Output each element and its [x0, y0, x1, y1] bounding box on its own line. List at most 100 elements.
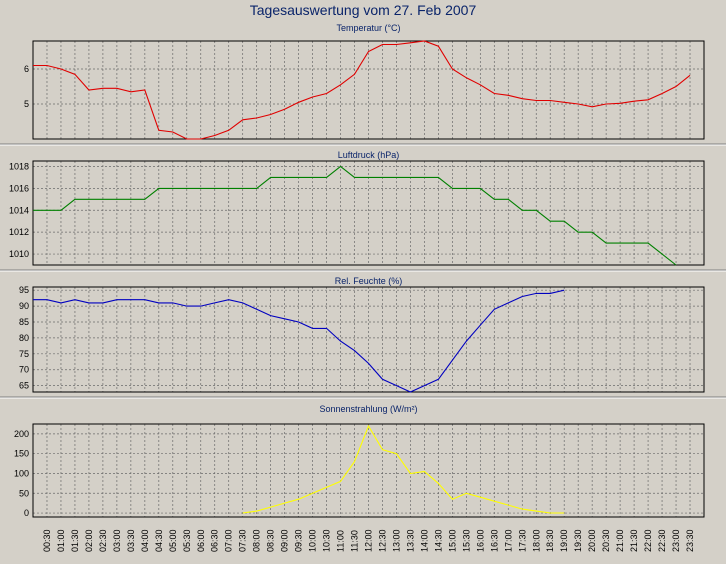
panel-title: Rel. Feuchte (%): [335, 276, 403, 286]
data-point: [675, 86, 677, 88]
data-point: [423, 385, 425, 387]
data-point: [577, 103, 579, 105]
y-tick-label: 0: [24, 508, 29, 518]
x-tick-label: 15:00: [447, 529, 457, 552]
y-tick-label: 1016: [9, 183, 29, 193]
x-tick-label: 09:30: [294, 529, 304, 552]
data-point: [102, 198, 104, 200]
data-point: [116, 299, 118, 301]
x-tick-label: 03:00: [112, 529, 122, 552]
y-tick-label: 65: [19, 381, 29, 391]
plot-frame: [32, 160, 705, 266]
data-point: [242, 187, 244, 189]
data-point: [284, 318, 286, 320]
data-point: [130, 299, 132, 301]
data-point: [368, 362, 370, 364]
data-point: [535, 510, 537, 512]
data-point: [60, 68, 62, 70]
data-point: [354, 176, 356, 178]
data-point: [396, 453, 398, 455]
data-point: [158, 187, 160, 189]
y-tick-label: 6: [24, 64, 29, 74]
chart-panel-2: Luftdruck (hPa) 1010 1012 1014 1016 1018: [9, 150, 705, 266]
x-tick-label: 05:30: [182, 529, 192, 552]
data-point: [479, 496, 481, 498]
panel-title: Temperatur (°C): [336, 23, 400, 33]
x-tick-label: 15:30: [461, 529, 471, 552]
x-tick-label: 13:30: [405, 529, 415, 552]
x-tick-label: 01:30: [70, 529, 80, 552]
data-point: [32, 65, 34, 67]
data-point: [368, 176, 370, 178]
data-point: [312, 176, 314, 178]
data-point: [130, 198, 132, 200]
x-tick-label: 21:30: [629, 529, 639, 552]
data-point: [200, 187, 202, 189]
x-tick-label: 06:00: [196, 529, 206, 552]
data-point: [326, 486, 328, 488]
data-point: [270, 315, 272, 317]
series-line: [242, 424, 565, 514]
data-point: [270, 506, 272, 508]
x-tick-label: 07:00: [224, 529, 234, 552]
data-point: [563, 289, 565, 291]
x-tick-label: 16:30: [489, 529, 499, 552]
data-point: [535, 209, 537, 211]
data-point: [242, 302, 244, 304]
series-line: [33, 289, 565, 393]
data-point: [633, 100, 635, 102]
data-point: [661, 253, 663, 255]
data-point: [465, 340, 467, 342]
data-point: [451, 187, 453, 189]
data-point: [158, 302, 160, 304]
data-point: [200, 138, 202, 140]
data-point: [298, 498, 300, 500]
data-point: [256, 510, 258, 512]
data-point: [340, 166, 342, 168]
data-point: [396, 44, 398, 46]
data-point: [591, 231, 593, 233]
data-point: [340, 84, 342, 86]
x-tick-label: 08:30: [266, 529, 276, 552]
y-tick-label: 90: [19, 301, 29, 311]
x-tick-label: 07:30: [238, 529, 248, 552]
y-tick-label: 80: [19, 333, 29, 343]
x-tick-label: 17:30: [517, 529, 527, 552]
data-point: [228, 299, 230, 301]
data-point: [284, 108, 286, 110]
data-point: [661, 93, 663, 95]
x-tick-label: 21:00: [615, 529, 625, 552]
data-point: [32, 209, 34, 211]
data-point: [298, 321, 300, 323]
data-point: [102, 302, 104, 304]
data-point: [354, 461, 356, 463]
data-point: [102, 87, 104, 89]
data-point: [270, 114, 272, 116]
data-point: [465, 77, 467, 79]
y-tick-label: 70: [19, 365, 29, 375]
series-line: [33, 165, 677, 266]
data-point: [284, 176, 286, 178]
data-point: [172, 302, 174, 304]
y-tick-label: 1010: [9, 249, 29, 259]
data-point: [228, 129, 230, 131]
chart-title: Tagesauswertung vom 27. Feb 2007: [249, 2, 477, 18]
panel-title: Luftdruck (hPa): [338, 150, 400, 160]
data-point: [605, 103, 607, 105]
data-point: [74, 299, 76, 301]
data-point: [284, 502, 286, 504]
data-point: [298, 101, 300, 103]
x-tick-label: 02:00: [84, 529, 94, 552]
data-point: [493, 500, 495, 502]
data-point: [409, 42, 411, 44]
data-point: [493, 308, 495, 310]
x-tick-label: 22:00: [643, 529, 653, 552]
data-point: [521, 98, 523, 100]
data-point: [144, 299, 146, 301]
x-tick-label: 22:30: [657, 529, 667, 552]
data-point: [549, 292, 551, 294]
data-point: [200, 305, 202, 307]
data-point: [479, 187, 481, 189]
x-tick-label: 18:30: [545, 529, 555, 552]
